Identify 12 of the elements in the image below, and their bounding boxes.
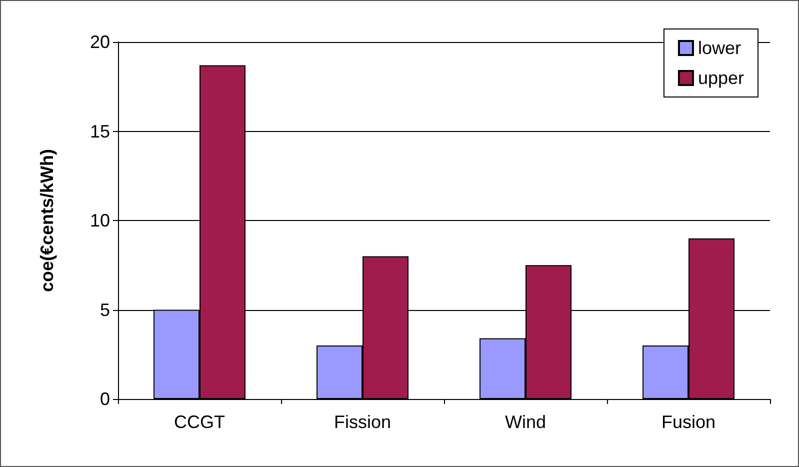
legend-label: upper	[698, 68, 744, 88]
legend-label: lower	[698, 38, 741, 58]
x-tick-label: CCGT	[174, 412, 225, 432]
y-tick-label: 15	[90, 121, 110, 142]
x-tick-label: Wind	[504, 412, 546, 432]
y-tick-label: 20	[90, 32, 110, 52]
y-tick-label: 10	[90, 210, 110, 230]
x-tick-label: Fission	[334, 412, 392, 432]
x-tick-label: Fusion	[661, 412, 716, 432]
y-tick-label: 5	[100, 300, 110, 320]
y-axis-title: coe(€cents/kWh)	[37, 148, 57, 292]
y-tick-label: 0	[100, 389, 110, 409]
